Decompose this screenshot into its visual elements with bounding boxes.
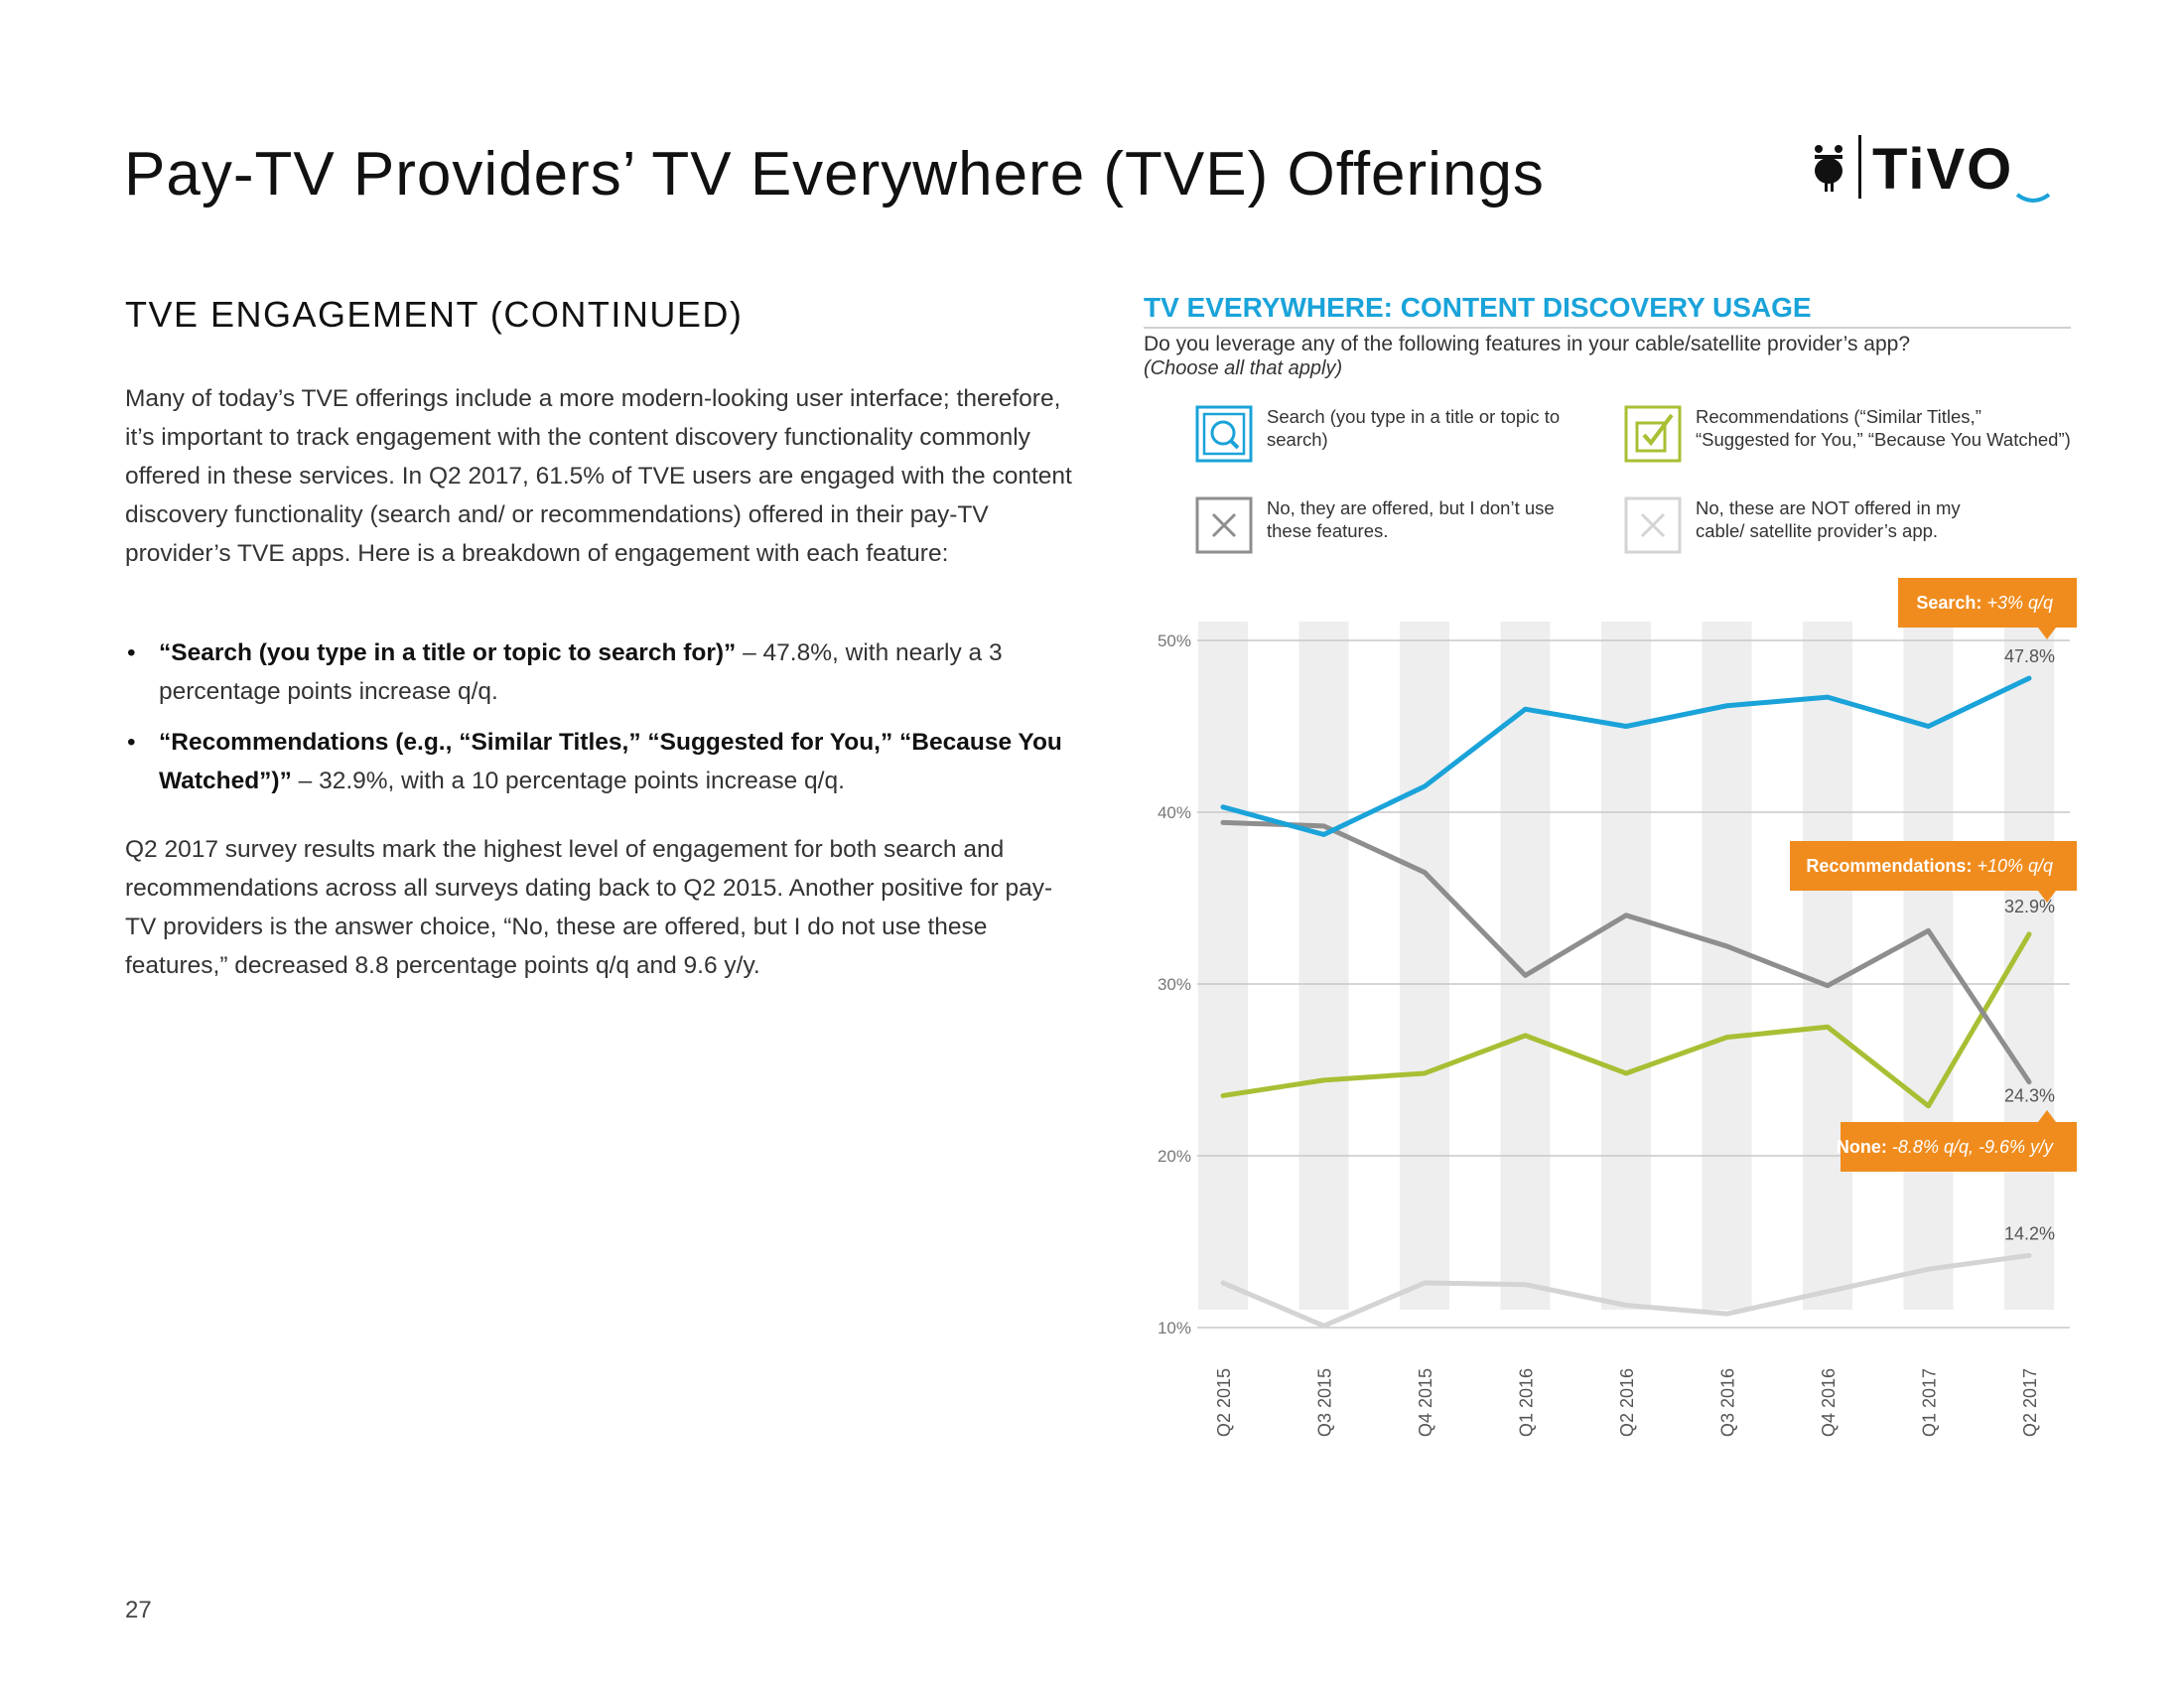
list-item: “Recommendations (e.g., “Similar Titles,… <box>125 723 1078 800</box>
callout-label: Recommendations: <box>1806 856 1977 876</box>
callout-recommendations: Recommendations: +10% q/q <box>1790 841 2077 903</box>
category-band <box>1601 622 1651 1310</box>
callout-text: None: -8.8% q/q, -9.6% y/y <box>1837 1137 2054 1157</box>
legend-item-recommendations: Recommendations (“Similar Titles,” “Sugg… <box>1624 405 2073 463</box>
bullet-list: “Search (you type in a title or topic to… <box>125 633 1078 812</box>
legend-item-none: No, they are offered, but I don’t use th… <box>1195 496 1565 554</box>
y-tick-label: 50% <box>1158 632 1191 650</box>
chart-divider <box>1144 327 2071 329</box>
line-chart: 10% 20% 30% 40% 50% Q2 2015 Q3 2015 Q4 2015 Q1 2… <box>1158 578 2077 1437</box>
legend-item-not-offered: No, these are NOT offered in my cable/ s… <box>1624 496 1993 554</box>
bullet-text: – 32.9%, with a 10 percentage points inc… <box>291 768 845 794</box>
legend-label: Search (you type in a title or topic to … <box>1267 406 1561 450</box>
legend-label: No, they are offered, but I don’t use th… <box>1267 497 1555 541</box>
legend-item-search: Search (you type in a title or topic to … <box>1195 405 1565 463</box>
x-box-icon <box>1195 496 1253 554</box>
callout-pointer <box>2038 1110 2056 1122</box>
category-band <box>1702 622 1752 1310</box>
y-tick-label: 40% <box>1158 803 1191 822</box>
x-tick-label: Q1 2017 <box>1920 1368 1940 1437</box>
callout-box <box>1841 1122 2077 1172</box>
search-icon <box>1195 405 1253 463</box>
series-line-none <box>1220 819 2032 1085</box>
intro-paragraph: Many of today’s TVE offerings include a … <box>125 385 1072 567</box>
callout-pointer <box>2038 891 2056 903</box>
end-value-label: 47.8% <box>2004 646 2055 666</box>
category-band <box>1803 622 1852 1310</box>
page-title: Pay-TV Providers’ TV Everywhere (TVE) Of… <box>124 140 1545 209</box>
legend-label: Recommendations (“Similar Titles,” “Sugg… <box>1696 406 2071 450</box>
callout-detail: +3% q/q <box>1986 593 2053 613</box>
bullet-text: – 47.8%, with nearly a 3 percentage poin… <box>159 639 1003 705</box>
callout-none: None: -8.8% q/q, -9.6% y/y <box>1837 1110 2077 1172</box>
end-value-label: 14.2% <box>2004 1223 2055 1243</box>
bullet-bold: “Search (you type in a title or topic to… <box>159 639 737 666</box>
callout-detail: +10% q/q <box>1977 856 2053 876</box>
series-line-recommendations <box>1220 931 2032 1109</box>
end-value-label: 32.9% <box>2004 897 2055 916</box>
closing-paragraph: Q2 2017 survey results mark the highest … <box>125 836 1053 979</box>
section-title: TVE ENGAGEMENT (CONTINUED) <box>125 294 744 335</box>
page-number: 27 <box>125 1597 152 1623</box>
category-band <box>1198 622 1248 1310</box>
x-tick-label: Q2 2016 <box>1617 1368 1637 1437</box>
category-band <box>1903 622 1954 1310</box>
callout-text: Search: +3% q/q <box>1916 593 2053 613</box>
x-tick-label: Q2 2017 <box>2020 1368 2040 1437</box>
series-line-not-offered <box>1220 1252 2032 1329</box>
callout-text: Recommendations: +10% q/q <box>1806 856 2053 876</box>
x-tick-label: Q3 2015 <box>1315 1368 1335 1437</box>
x-box-light-icon <box>1624 496 1682 554</box>
chart-note: (Choose all that apply) <box>1144 357 1343 379</box>
svg-text:TiVO: TiVO <box>1872 137 2013 202</box>
callout-box <box>1898 578 2077 628</box>
legend-label: No, these are NOT offered in my cable/ s… <box>1696 497 1961 541</box>
callout-pointer <box>2038 628 2056 639</box>
callout-search: Search: +3% q/q <box>1898 578 2077 639</box>
list-item: “Search (you type in a title or topic to… <box>125 633 1078 711</box>
tivo-mascot-icon <box>1815 145 1843 192</box>
bullet-bold: “Recommendations (e.g., “Similar Titles,… <box>159 729 1062 794</box>
checkbox-icon <box>1624 405 1682 463</box>
x-tick-label: Q3 2016 <box>1718 1368 1738 1437</box>
chart-title: TV EVERYWHERE: CONTENT DISCOVERY USAGE <box>1144 292 1812 323</box>
y-tick-label: 30% <box>1158 975 1191 994</box>
chart-question: Do you leverage any of the following fea… <box>1144 333 1911 355</box>
x-tick-label: Q2 2015 <box>1214 1368 1234 1437</box>
y-tick-label: 20% <box>1158 1147 1191 1166</box>
x-tick-label: Q1 2016 <box>1517 1368 1537 1437</box>
series-line-search <box>1220 675 2032 837</box>
callout-label: Search: <box>1916 593 1986 613</box>
tivo-logo: TiVO <box>1815 135 2051 203</box>
x-tick-label: Q4 2016 <box>1819 1368 1839 1437</box>
callout-label: None: <box>1837 1137 1892 1157</box>
callout-box <box>1790 841 2077 891</box>
category-band <box>1298 622 1349 1310</box>
y-tick-label: 10% <box>1158 1319 1191 1337</box>
x-tick-label: Q4 2015 <box>1416 1368 1435 1437</box>
category-band <box>1400 622 1449 1310</box>
callout-detail: -8.8% q/q, -9.6% y/y <box>1892 1137 2054 1157</box>
end-value-label: 24.3% <box>2004 1086 2055 1106</box>
